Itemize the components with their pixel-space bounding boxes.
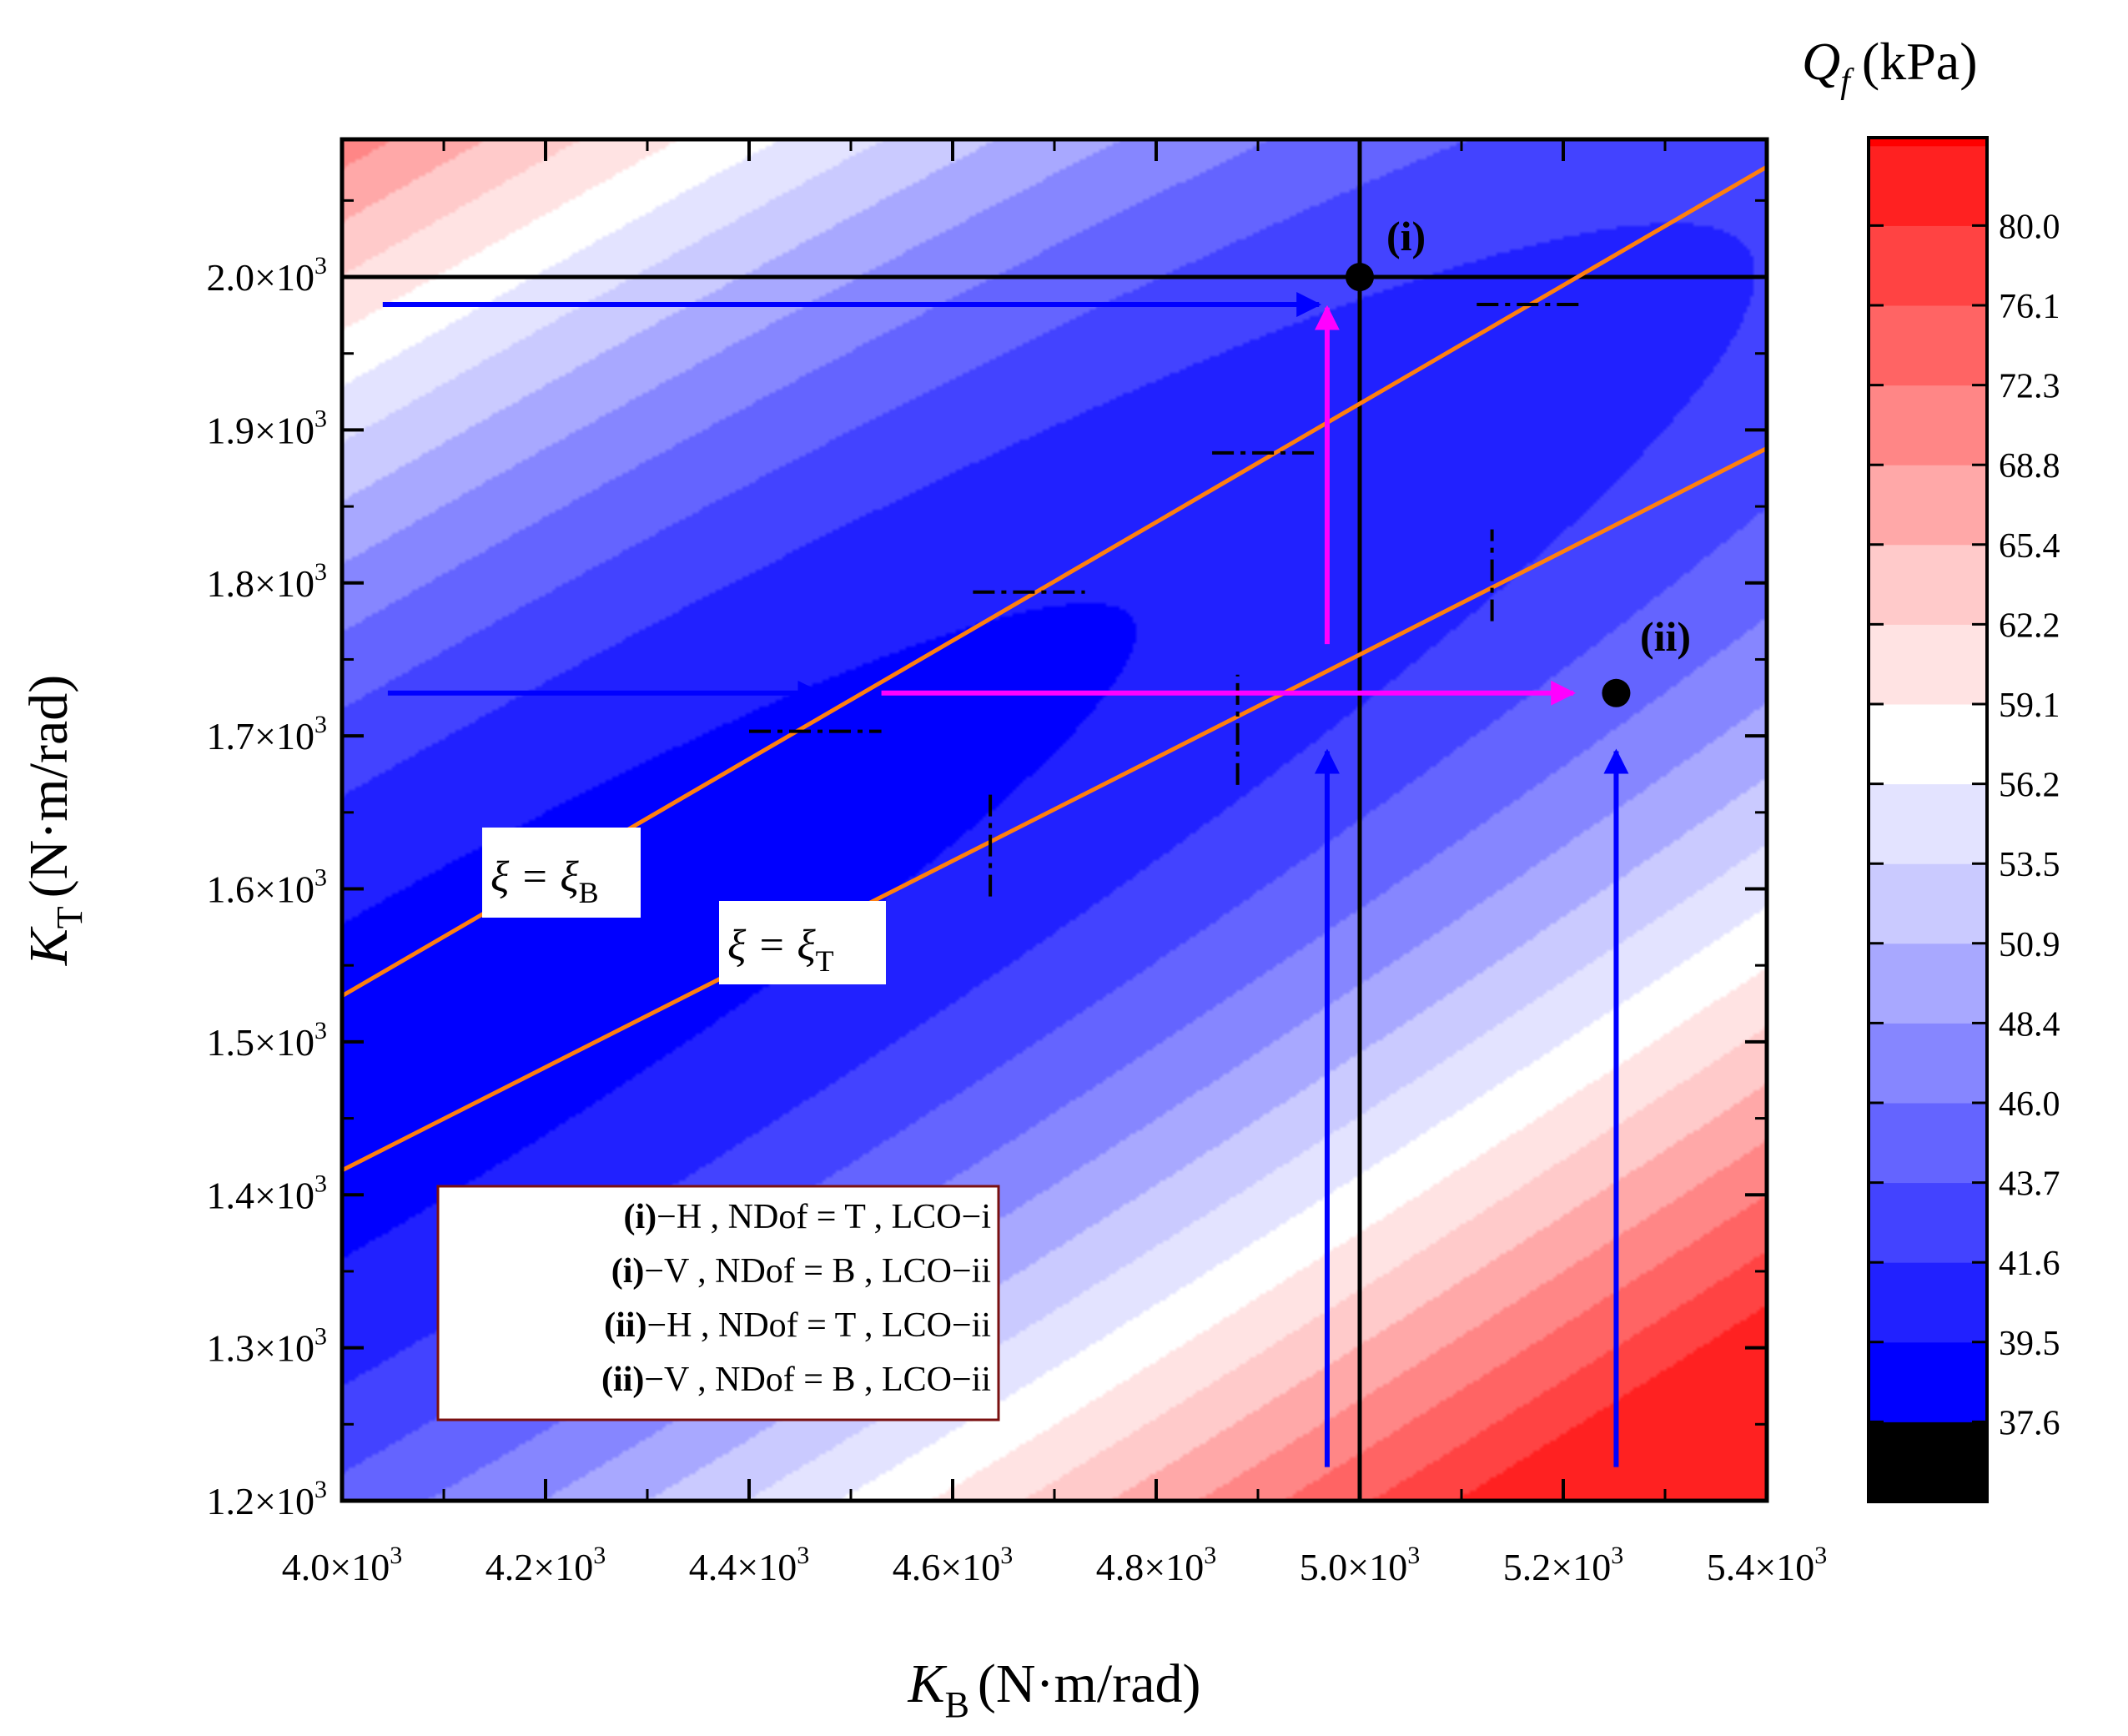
x-tick-label: 4.0×103: [282, 1542, 402, 1588]
colorbar-band: [1869, 465, 1987, 546]
y-tick-label: 1.2×103: [207, 1476, 327, 1522]
xi-t-label-box: [719, 901, 886, 984]
y-tick-label: 1.3×103: [207, 1323, 327, 1370]
colorbar-tick-label: 80.0: [1999, 208, 2060, 246]
legend: (i)−H , NDof = T , LCO−i (i)−V , NDof = …: [436, 1185, 1000, 1422]
colorbar-band: [1869, 1182, 1987, 1263]
colorbar-tick-label: 59.1: [1999, 687, 2060, 725]
x-tick-label: 5.2×103: [1503, 1542, 1623, 1588]
colorbar-band: [1869, 145, 1987, 226]
colorbar-band: [1869, 225, 1987, 306]
y-tick-label: 1.8×103: [207, 558, 327, 605]
x-tick-label: 4.6×103: [893, 1542, 1013, 1588]
axes-layer: 4.0×103 4.2×103 4.4×103 4.6×103 4.8×103 5.0×1…: [207, 139, 1827, 1588]
point-i-label: (i): [1386, 213, 1426, 259]
colorbar-tick-label: 50.9: [1999, 926, 2060, 964]
legend-entry-2: (i)−V , NDof = B , LCO−ii: [611, 1252, 991, 1291]
colorbar-band: [1869, 138, 1987, 147]
legend-entry-3: (ii)−H , NDof = T , LCO−ii: [604, 1306, 991, 1345]
y-tick-label: 1.6×103: [207, 864, 327, 911]
colorbar-band: [1869, 943, 1987, 1024]
x-tick-label: 4.8×103: [1096, 1542, 1216, 1588]
x-tick-label: 5.0×103: [1300, 1542, 1420, 1588]
y-axis-title: KT(N·m/rad): [18, 675, 90, 966]
colorbar: 37.6 39.5 41.6 43.7 46.0 48.4 50.9 53.5 56.2 59.1…: [1867, 136, 2060, 1503]
colorbar-tick-label: 56.2: [1999, 767, 2060, 805]
x-tick-label: 5.4×103: [1707, 1542, 1827, 1588]
colorbar-tick-label: 37.6: [1999, 1404, 2060, 1442]
colorbar-band: [1869, 783, 1987, 864]
colorbar-tick-label: 39.5: [1999, 1325, 2060, 1363]
colorbar-band: [1869, 1023, 1987, 1104]
point-labels: (i) (ii): [1386, 213, 1691, 660]
colorbar-band: [1869, 1341, 1987, 1422]
legend-entry-1: (i)−H , NDof = T , LCO−i: [623, 1198, 991, 1236]
colorbar-band: [1869, 1262, 1987, 1343]
xi-b-label: ξ = ξB: [490, 853, 599, 909]
legend-frame: [436, 1185, 1000, 1422]
colorbar-tick-label: 68.8: [1999, 447, 2060, 486]
colorbar-band: [1869, 305, 1987, 386]
xi-line-t: [342, 446, 1767, 1173]
colorbar-band: [1869, 1422, 1987, 1502]
xi-t-label: ξ = ξT: [727, 922, 834, 978]
y-tick-label: 1.7×103: [207, 711, 327, 757]
y-tick-label: 1.5×103: [207, 1017, 327, 1064]
colorbar-tick-label: 62.2: [1999, 606, 2060, 645]
colorbar-tick-label: 65.4: [1999, 527, 2060, 566]
colorbar-band: [1869, 544, 1987, 625]
colorbar-band: [1869, 624, 1987, 705]
colorbar-band: [1869, 863, 1987, 944]
colorbar-tick-label: 53.5: [1999, 846, 2060, 884]
colorbar-band: [1869, 704, 1987, 785]
xi-b-label-box: [482, 828, 641, 918]
colorbar-tick-label: 76.1: [1999, 288, 2060, 326]
point-ii-marker: [1602, 678, 1631, 707]
y-tick-label: 1.4×103: [207, 1170, 327, 1216]
y-tick-label: 2.0×103: [207, 252, 327, 299]
colorbar-tick-label: 46.0: [1999, 1085, 2060, 1124]
colorbar-title: Qf (kPa): [1802, 32, 1978, 101]
y-tick-label: 1.9×103: [207, 405, 327, 451]
point-ii-label: (ii): [1640, 613, 1691, 660]
point-i-marker: [1346, 263, 1374, 292]
colorbar-tick-label: 43.7: [1999, 1165, 2060, 1204]
x-tick-label: 4.4×103: [689, 1542, 809, 1588]
x-tick-label: 4.2×103: [485, 1542, 606, 1588]
line-labels: ξ = ξB ξ = ξT: [482, 828, 886, 984]
colorbar-band: [1869, 385, 1987, 465]
x-axis-title: KB (N·m/rad): [908, 1653, 1201, 1725]
colorbar-tick-label: 41.6: [1999, 1245, 2060, 1283]
colorbar-frame: [1867, 136, 1989, 1503]
colorbar-tick-label: 48.4: [1999, 1005, 2060, 1044]
colorbar-band: [1869, 1103, 1987, 1184]
colorbar-tick-label: 72.3: [1999, 368, 2060, 406]
legend-entry-4: (ii)−V , NDof = B , LCO−ii: [601, 1361, 991, 1399]
